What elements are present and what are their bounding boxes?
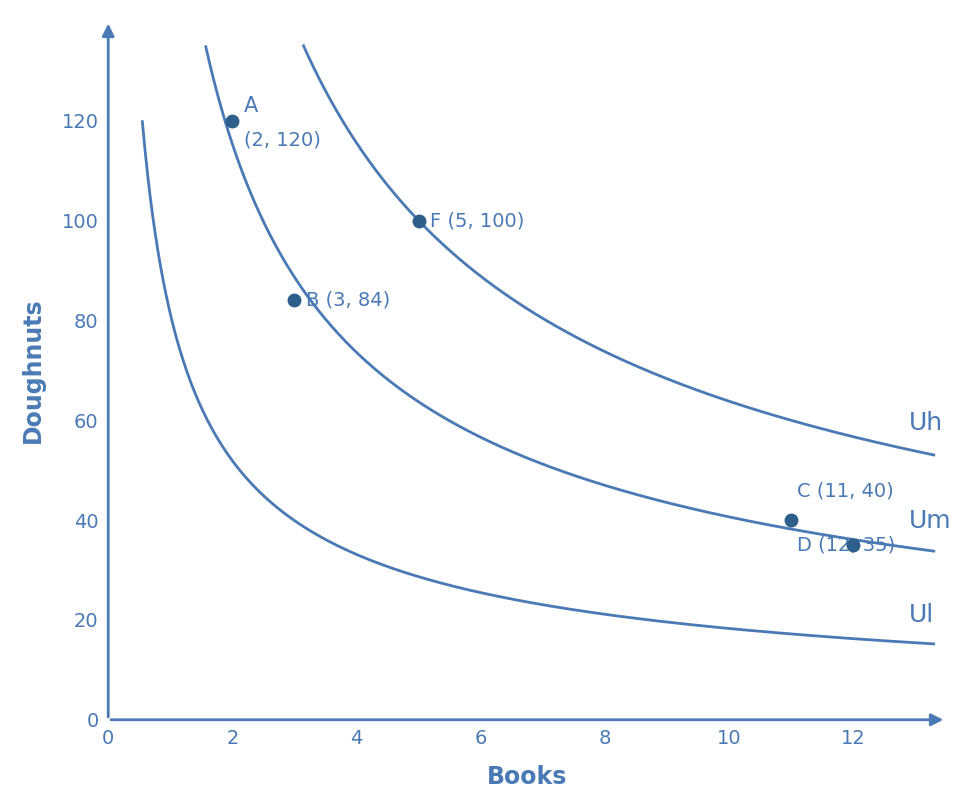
Text: Uh: Uh bbox=[909, 411, 943, 435]
Text: A: A bbox=[244, 96, 258, 116]
Text: C (11, 40): C (11, 40) bbox=[797, 481, 894, 500]
Text: B (3, 84): B (3, 84) bbox=[305, 291, 389, 310]
X-axis label: Books: Books bbox=[487, 765, 567, 789]
Text: (2, 120): (2, 120) bbox=[244, 130, 320, 150]
Text: Ul: Ul bbox=[909, 603, 934, 628]
Text: F (5, 100): F (5, 100) bbox=[429, 211, 524, 230]
Text: D (12, 35): D (12, 35) bbox=[797, 535, 895, 555]
Y-axis label: Doughnuts: Doughnuts bbox=[20, 297, 45, 443]
Text: Um: Um bbox=[909, 509, 952, 533]
